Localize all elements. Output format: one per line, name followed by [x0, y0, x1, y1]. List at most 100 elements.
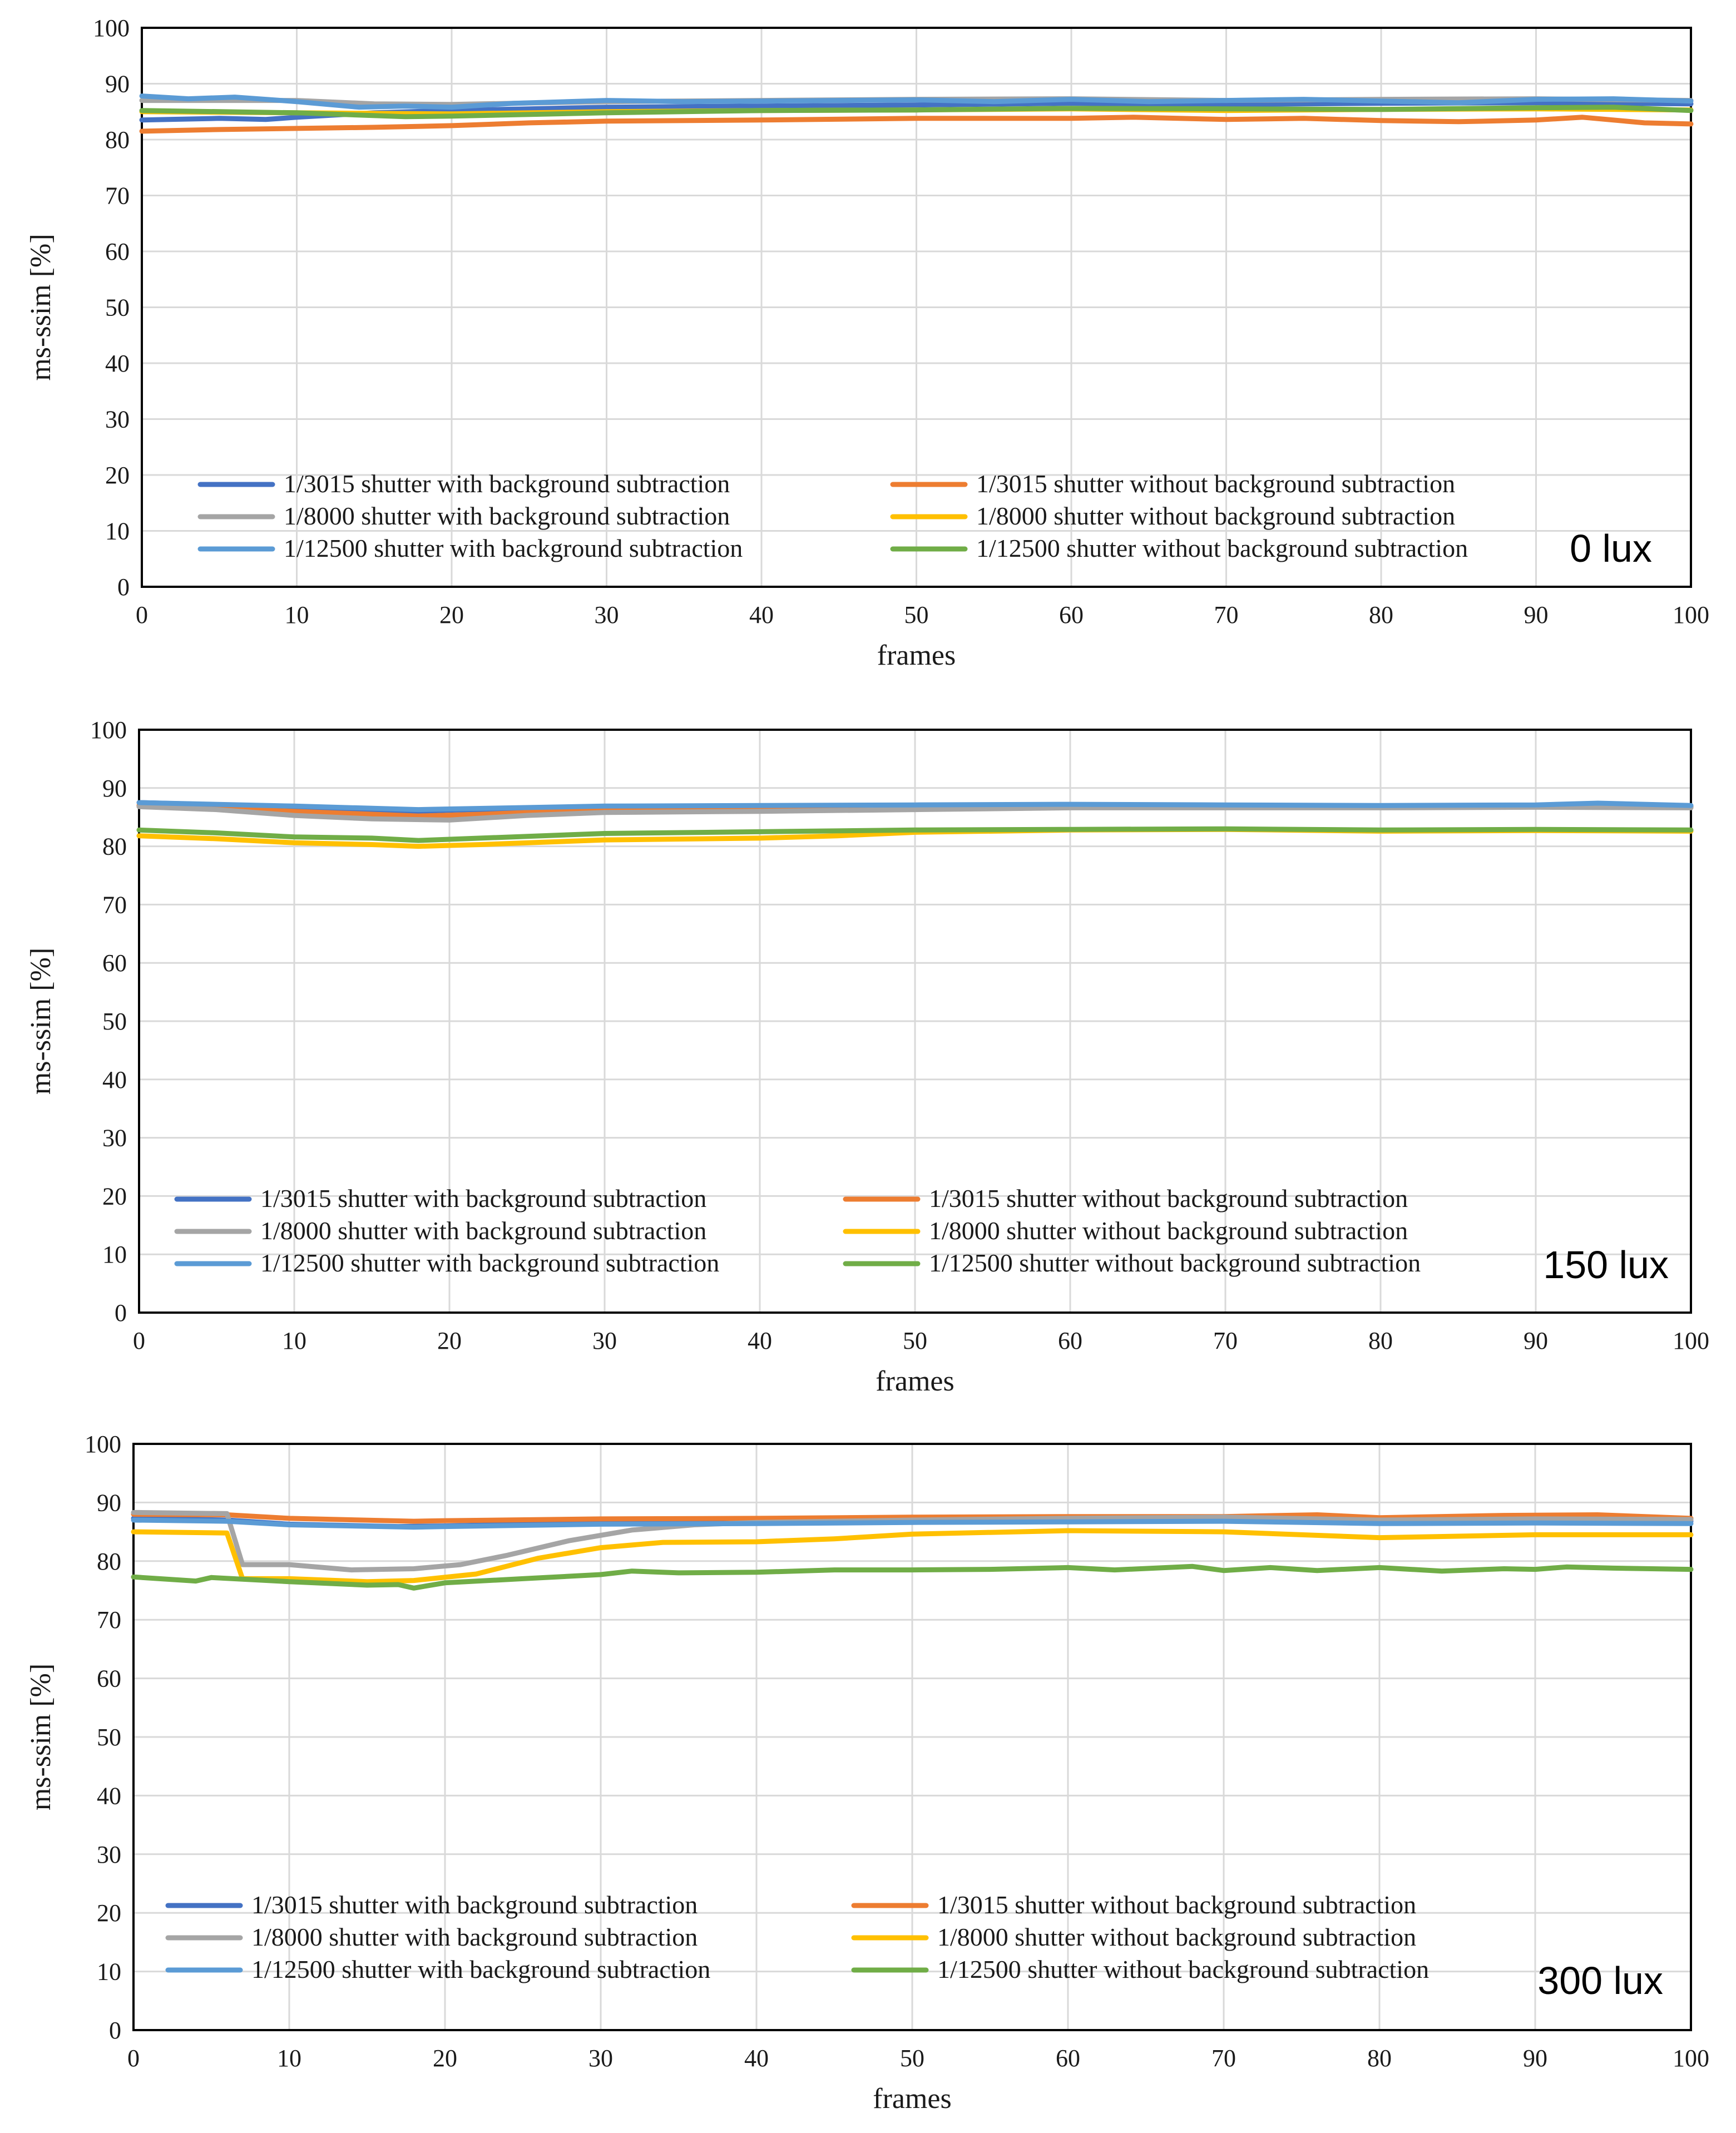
- y-axis-title: ms-ssim [%]: [25, 234, 57, 380]
- y-tick-label: 10: [102, 1241, 127, 1268]
- x-axis-title: frames: [877, 640, 956, 671]
- legend-item: 1/8000 shutter without background subtra…: [890, 502, 1455, 530]
- x-tick-label: 10: [282, 1327, 306, 1354]
- series-line-5: [139, 105, 1694, 120]
- y-tick-label: 70: [102, 891, 127, 918]
- y-tick-label: 40: [102, 1066, 127, 1093]
- chart-panel-0-lux: 0 10 20 30 40 50 60 70 80 90 100 0 10 20 30 40 50 60 70 80 9…: [25, 14, 1709, 671]
- y-tick-label: 30: [102, 1125, 127, 1152]
- x-tick-label: 40: [749, 601, 774, 628]
- chart-panel-300-lux: 0 10 20 30 40 50 60 70 80 90 100 0 10 20 30 40 50 60 70 80 9…: [25, 1431, 1709, 2115]
- legend: 1/3015 shutter with background subtracti…: [165, 1890, 1429, 1983]
- x-tick-label: 20: [433, 2045, 457, 2072]
- x-tick-label: 10: [285, 601, 309, 628]
- ticks-layer: 0 10 20 30 40 50 60 70 80 90 100 0 10 20 30 40 50 60 70 80 9…: [90, 716, 1709, 1354]
- y-tick-label: 50: [102, 1008, 127, 1035]
- y-axis-title: ms-ssim [%]: [25, 1664, 57, 1810]
- y-tick-label: 40: [105, 350, 130, 377]
- series-line-2: [131, 1510, 1694, 1573]
- legend-item: 1/3015 shutter with background subtracti…: [197, 469, 730, 498]
- y-tick-label: 50: [97, 1724, 121, 1751]
- legend-item: 1/3015 shutter with background subtracti…: [174, 1184, 706, 1213]
- legend-label: 1/12500 shutter without background subtr…: [937, 1955, 1429, 1983]
- x-tick-label: 0: [133, 1327, 145, 1354]
- legend-item: 1/12500 shutter without background subtr…: [843, 1249, 1421, 1277]
- legend-label: 1/12500 shutter without background subtr…: [976, 534, 1468, 562]
- x-tick-label: 100: [1673, 2045, 1709, 2072]
- x-tick-label: 90: [1523, 2045, 1547, 2072]
- legend-item: 1/12500 shutter with background subtract…: [165, 1955, 710, 1983]
- legend-label: 1/8000 shutter with background subtracti…: [251, 1923, 698, 1951]
- y-tick-label: 0: [115, 1299, 127, 1327]
- y-tick-label: 100: [90, 716, 127, 744]
- y-tick-label: 50: [105, 294, 130, 321]
- chart-panel-150-lux: 0 10 20 30 40 50 60 70 80 90 100 0 10 20 30 40 50 60 70 80 9…: [25, 716, 1709, 1397]
- legend-item: 1/3015 shutter without background subtra…: [890, 469, 1455, 498]
- x-tick-label: 50: [900, 2045, 924, 2072]
- y-tick-label: 10: [105, 518, 130, 545]
- series-line-4: [139, 93, 1694, 110]
- x-tick-label: 90: [1524, 601, 1549, 628]
- plot-frame: [138, 729, 1692, 1314]
- series-line-4: [136, 800, 1694, 813]
- legend-label: 1/3015 shutter without background subtra…: [937, 1890, 1416, 1919]
- series-line-3: [131, 1528, 1694, 1585]
- y-tick-label: 0: [117, 573, 130, 601]
- x-tick-label: 50: [904, 601, 929, 628]
- x-tick-label: 50: [903, 1327, 927, 1354]
- y-tick-label: 70: [97, 1606, 121, 1634]
- y-tick-label: 60: [102, 949, 127, 977]
- x-axis-title: frames: [876, 1365, 954, 1397]
- grid-layer: [142, 28, 1691, 587]
- y-tick-label: 0: [109, 2017, 121, 2044]
- x-tick-label: 80: [1368, 1327, 1393, 1354]
- series-line-4: [131, 1517, 1694, 1530]
- lux-annotation: 150 lux: [1543, 1243, 1669, 1286]
- x-tick-label: 0: [127, 2045, 140, 2072]
- y-tick-label: 80: [97, 1548, 121, 1575]
- x-tick-label: 10: [277, 2045, 301, 2072]
- x-axis-title: frames: [873, 2083, 951, 2115]
- series-line-5: [131, 1563, 1694, 1591]
- x-tick-label: 60: [1058, 1327, 1082, 1354]
- x-tick-label: 0: [136, 601, 148, 628]
- x-tick-label: 30: [592, 1327, 617, 1354]
- x-tick-label: 20: [437, 1327, 462, 1354]
- legend-item: 1/3015 shutter without background subtra…: [851, 1890, 1416, 1919]
- legend-label: 1/8000 shutter with background subtracti…: [260, 1216, 706, 1245]
- x-tick-label: 60: [1059, 601, 1084, 628]
- legend-label: 1/3015 shutter without background subtra…: [929, 1184, 1408, 1213]
- legend-item: 1/8000 shutter with background subtracti…: [165, 1923, 698, 1951]
- y-tick-label: 100: [85, 1431, 121, 1458]
- y-tick-label: 40: [97, 1782, 121, 1809]
- legend-label: 1/8000 shutter without background subtra…: [976, 502, 1455, 530]
- y-tick-label: 20: [102, 1182, 127, 1210]
- legend-label: 1/8000 shutter without background subtra…: [937, 1923, 1416, 1951]
- legend-item: 1/3015 shutter without background subtra…: [843, 1184, 1408, 1213]
- legend-label: 1/12500 shutter without background subtr…: [929, 1249, 1421, 1277]
- x-tick-label: 30: [588, 2045, 613, 2072]
- legend-item: 1/12500 shutter without background subtr…: [851, 1955, 1429, 1983]
- x-tick-label: 60: [1056, 2045, 1080, 2072]
- plot-frame: [141, 27, 1692, 588]
- ticks-layer: 0 10 20 30 40 50 60 70 80 90 100 0 10 20 30 40 50 60 70 80 9…: [85, 1431, 1709, 2072]
- legend-item: 1/8000 shutter without background subtra…: [851, 1923, 1416, 1951]
- legend-item: 1/8000 shutter with background subtracti…: [174, 1216, 706, 1245]
- legend-item: 1/8000 shutter with background subtracti…: [197, 502, 730, 530]
- legend-label: 1/12500 shutter with background subtract…: [260, 1249, 719, 1277]
- legend-label: 1/8000 shutter without background subtra…: [929, 1216, 1408, 1245]
- legend-label: 1/3015 shutter without background subtra…: [976, 469, 1455, 498]
- legend-item: 1/8000 shutter without background subtra…: [843, 1216, 1408, 1245]
- y-tick-label: 80: [102, 833, 127, 860]
- y-tick-label: 20: [105, 462, 130, 489]
- y-tick-label: 10: [97, 1958, 121, 1986]
- plot-frame: [132, 1443, 1692, 2031]
- series-line-5: [136, 826, 1694, 843]
- series-line-1: [131, 1512, 1694, 1524]
- grid-layer: [133, 1444, 1691, 2030]
- legend-label: 1/3015 shutter with background subtracti…: [251, 1890, 698, 1919]
- series-line-1: [139, 115, 1694, 134]
- series-line-0: [139, 100, 1694, 123]
- y-tick-label: 60: [105, 238, 130, 265]
